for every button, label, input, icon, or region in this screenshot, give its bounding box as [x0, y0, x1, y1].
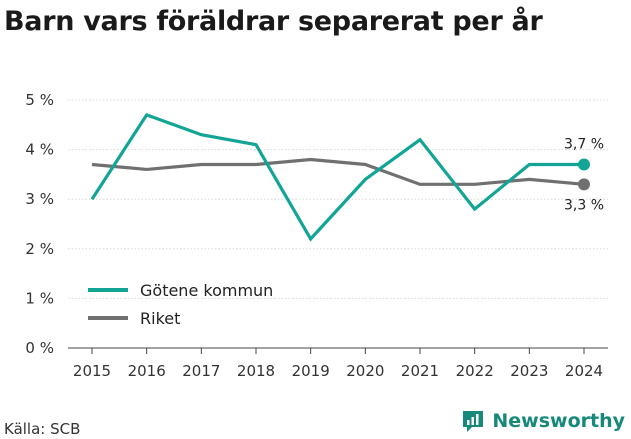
chart-title: Barn vars föräldrar separerat per år — [4, 6, 543, 37]
x-tick-label: 2023 — [510, 362, 548, 380]
grid-lines — [68, 99, 608, 349]
series-end-point — [578, 158, 590, 171]
brand: Newsworthy — [460, 408, 625, 434]
legend-label: Götene kommun — [140, 281, 273, 300]
y-tick-label: 1 % — [25, 289, 54, 307]
x-tick-label: 2021 — [401, 362, 439, 380]
legend: Götene kommun Riket — [88, 281, 273, 328]
newsworthy-logo-icon — [463, 411, 484, 432]
x-tick-label: 2016 — [128, 362, 166, 380]
y-tick-label: 2 % — [25, 240, 54, 258]
x-tick-label: 2024 — [565, 362, 603, 380]
x-tick-label: 2022 — [456, 362, 494, 380]
x-tick-label: 2017 — [182, 362, 220, 380]
x-tick-label: 2018 — [237, 362, 275, 380]
series-end-point — [578, 178, 590, 191]
legend-label: Riket — [140, 309, 180, 328]
series-line-riket — [91, 157, 585, 186]
x-tick-label: 2015 — [73, 362, 111, 380]
y-tick-label: 3 % — [25, 190, 54, 208]
y-tick-label: 5 % — [25, 91, 54, 109]
series-lines: 3,3 % 3,7 % — [90, 112, 604, 242]
x-tick-label: 2020 — [346, 362, 384, 380]
x-tick-label: 2019 — [292, 362, 330, 380]
source-note: Källa: SCB — [4, 420, 81, 438]
x-axis: 2015 2016 2017 2018 2019 2020 2021 2022 2023 2024 — [73, 348, 603, 380]
y-tick-label: 4 % — [25, 141, 54, 159]
brand-name: Newsworthy — [492, 410, 625, 432]
y-axis: 0 % 1 % 2 % 3 % 4 % 5 % — [25, 91, 54, 357]
y-tick-label: 0 % — [25, 339, 54, 357]
series-line-gotene — [90, 112, 584, 242]
series-end-label: 3,3 % — [564, 197, 604, 213]
series-end-label: 3,7 % — [564, 136, 604, 152]
